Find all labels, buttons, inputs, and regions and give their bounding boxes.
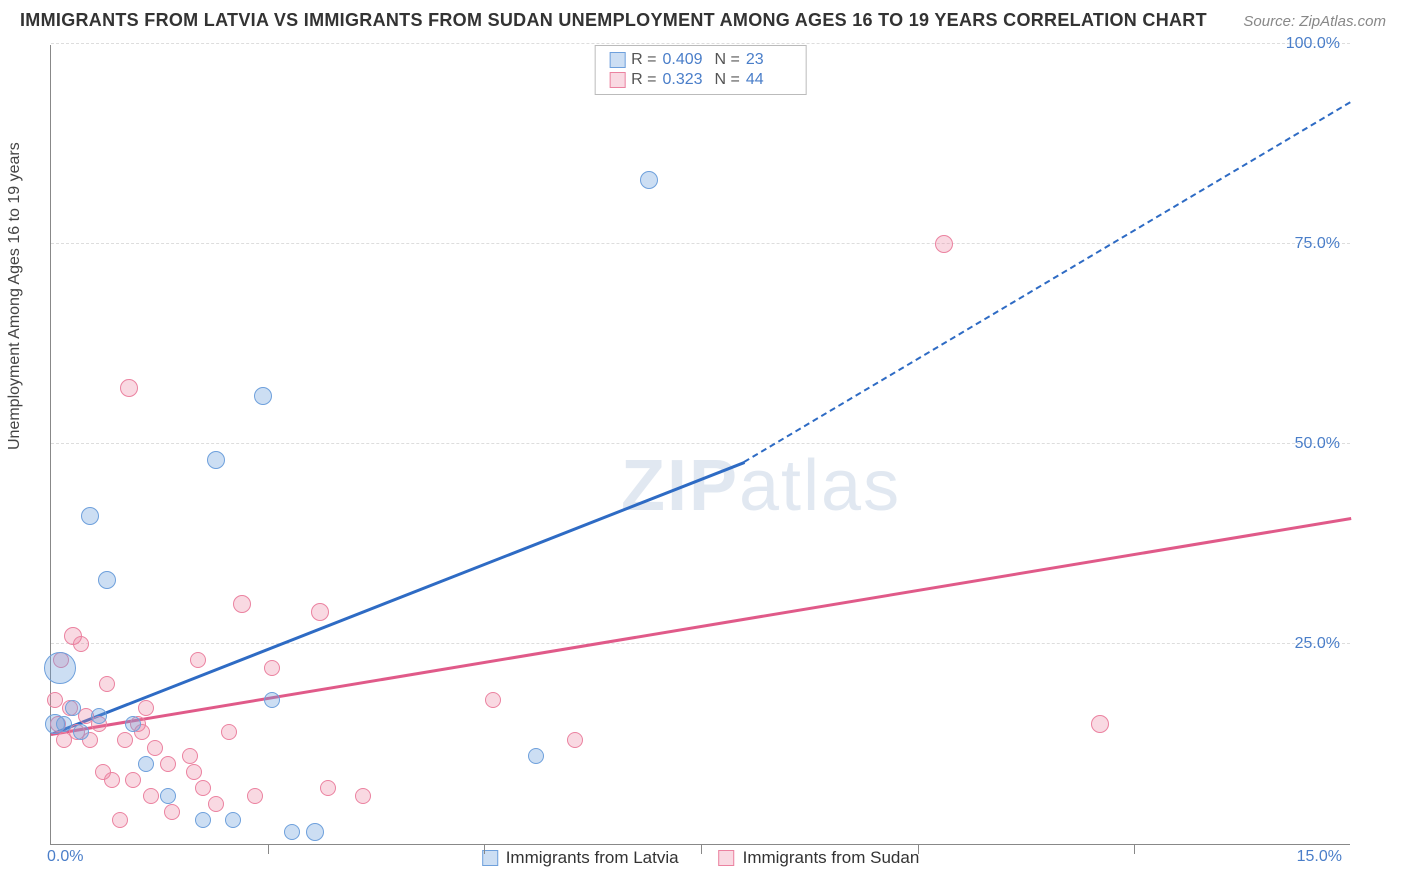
data-point [264, 660, 280, 676]
data-point [120, 379, 138, 397]
swatch-sudan [609, 72, 625, 88]
y-tick-label: 100.0% [1286, 35, 1340, 53]
swatch-latvia [609, 52, 625, 68]
data-point [81, 507, 99, 525]
data-point [138, 756, 154, 772]
y-tick-label: 50.0% [1295, 435, 1340, 453]
data-point [73, 724, 89, 740]
gridline [51, 443, 1350, 444]
x-tick [484, 844, 485, 854]
r-value-sudan: 0.323 [663, 71, 709, 89]
data-point [147, 740, 163, 756]
data-point [138, 700, 154, 716]
data-point [640, 171, 658, 189]
data-point [125, 772, 141, 788]
data-point [56, 716, 72, 732]
data-point [104, 772, 120, 788]
title-bar: IMMIGRANTS FROM LATVIA VS IMMIGRANTS FRO… [20, 10, 1386, 31]
data-point [528, 748, 544, 764]
data-point [65, 700, 81, 716]
x-tick [1134, 844, 1135, 854]
data-point [186, 764, 202, 780]
x-max-label: 15.0% [1297, 848, 1342, 866]
data-point [311, 603, 329, 621]
data-point [160, 788, 176, 804]
data-point [195, 780, 211, 796]
data-point [47, 692, 63, 708]
x-min-label: 0.0% [47, 848, 83, 866]
data-point [247, 788, 263, 804]
data-point [935, 235, 953, 253]
trend-line [50, 461, 744, 736]
n-value-sudan: 44 [746, 71, 792, 89]
gridline [51, 643, 1350, 644]
data-point [91, 708, 107, 724]
data-point [485, 692, 501, 708]
data-point [117, 732, 133, 748]
y-axis-label: Unemployment Among Ages 16 to 19 years [6, 142, 24, 450]
scatter-plot: R = 0.409 N = 23 R = 0.323 N = 44 ZIPatl… [50, 45, 1350, 845]
data-point [160, 756, 176, 772]
legend-label-latvia: Immigrants from Latvia [506, 848, 679, 868]
data-point [1091, 715, 1109, 733]
data-point [254, 387, 272, 405]
stats-row-sudan: R = 0.323 N = 44 [609, 70, 792, 90]
trend-line [51, 517, 1351, 736]
data-point [284, 824, 300, 840]
n-value-latvia: 23 [746, 51, 792, 69]
data-point [182, 748, 198, 764]
x-tick [268, 844, 269, 854]
data-point [355, 788, 371, 804]
data-point [98, 571, 116, 589]
data-point [164, 804, 180, 820]
r-value-latvia: 0.409 [663, 51, 709, 69]
watermark: ZIPatlas [621, 445, 901, 527]
data-point [195, 812, 211, 828]
data-point [225, 812, 241, 828]
data-point [143, 788, 159, 804]
gridline [51, 243, 1350, 244]
chart-title: IMMIGRANTS FROM LATVIA VS IMMIGRANTS FRO… [20, 10, 1207, 31]
gridline [51, 43, 1350, 44]
data-point [73, 636, 89, 652]
data-point [306, 823, 324, 841]
data-point [233, 595, 251, 613]
x-tick [701, 844, 702, 854]
data-point [125, 716, 141, 732]
data-point [264, 692, 280, 708]
legend-item-sudan: Immigrants from Sudan [719, 848, 920, 868]
data-point [112, 812, 128, 828]
legend-item-latvia: Immigrants from Latvia [482, 848, 679, 868]
data-point [99, 676, 115, 692]
stats-legend: R = 0.409 N = 23 R = 0.323 N = 44 [594, 45, 807, 95]
stats-row-latvia: R = 0.409 N = 23 [609, 50, 792, 70]
data-point [44, 652, 76, 684]
swatch-sudan-icon [719, 850, 735, 866]
x-tick [918, 844, 919, 854]
trend-line [744, 101, 1352, 463]
data-point [221, 724, 237, 740]
y-tick-label: 25.0% [1295, 635, 1340, 653]
data-point [207, 451, 225, 469]
source-citation: Source: ZipAtlas.com [1243, 13, 1386, 30]
legend-label-sudan: Immigrants from Sudan [743, 848, 920, 868]
data-point [208, 796, 224, 812]
data-point [190, 652, 206, 668]
data-point [320, 780, 336, 796]
data-point [567, 732, 583, 748]
y-tick-label: 75.0% [1295, 235, 1340, 253]
